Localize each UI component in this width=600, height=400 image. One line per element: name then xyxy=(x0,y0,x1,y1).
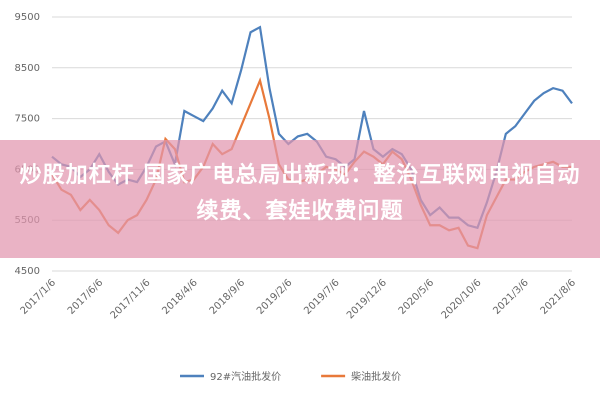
x-tick-label: 2018/4/6 xyxy=(160,277,200,317)
headline: 炒股加杠杆 国家广电总局出新规：整治互联网电视自动续费、套娃收费问题 xyxy=(19,163,581,224)
x-tick-label: 2019/7/6 xyxy=(302,277,342,317)
banner xyxy=(0,140,600,258)
legend-label: 92#汽油批发价 xyxy=(210,370,281,383)
y-tick-label: 9500 xyxy=(15,12,40,23)
y-tick-label: 7500 xyxy=(15,114,40,125)
x-tick-label: 2019/12/6 xyxy=(345,277,389,321)
x-tick-label: 2020/10/6 xyxy=(440,277,484,321)
y-tick-label: 8500 xyxy=(15,63,40,74)
y-tick-label: 4500 xyxy=(15,266,40,277)
x-tick-label: 2017/1/6 xyxy=(19,277,59,317)
x-tick-label: 2017/6/6 xyxy=(66,277,106,317)
legend-label: 柴油批发价 xyxy=(351,370,401,383)
x-tick-label: 2019/2/6 xyxy=(255,277,295,317)
x-tick-label: 2018/9/6 xyxy=(208,277,248,317)
x-tick-label: 2017/11/6 xyxy=(109,277,153,321)
x-tick-label: 2021/3/6 xyxy=(491,277,531,317)
x-tick-label: 2021/8/6 xyxy=(539,277,579,317)
x-tick-label: 2020/5/6 xyxy=(397,277,437,317)
